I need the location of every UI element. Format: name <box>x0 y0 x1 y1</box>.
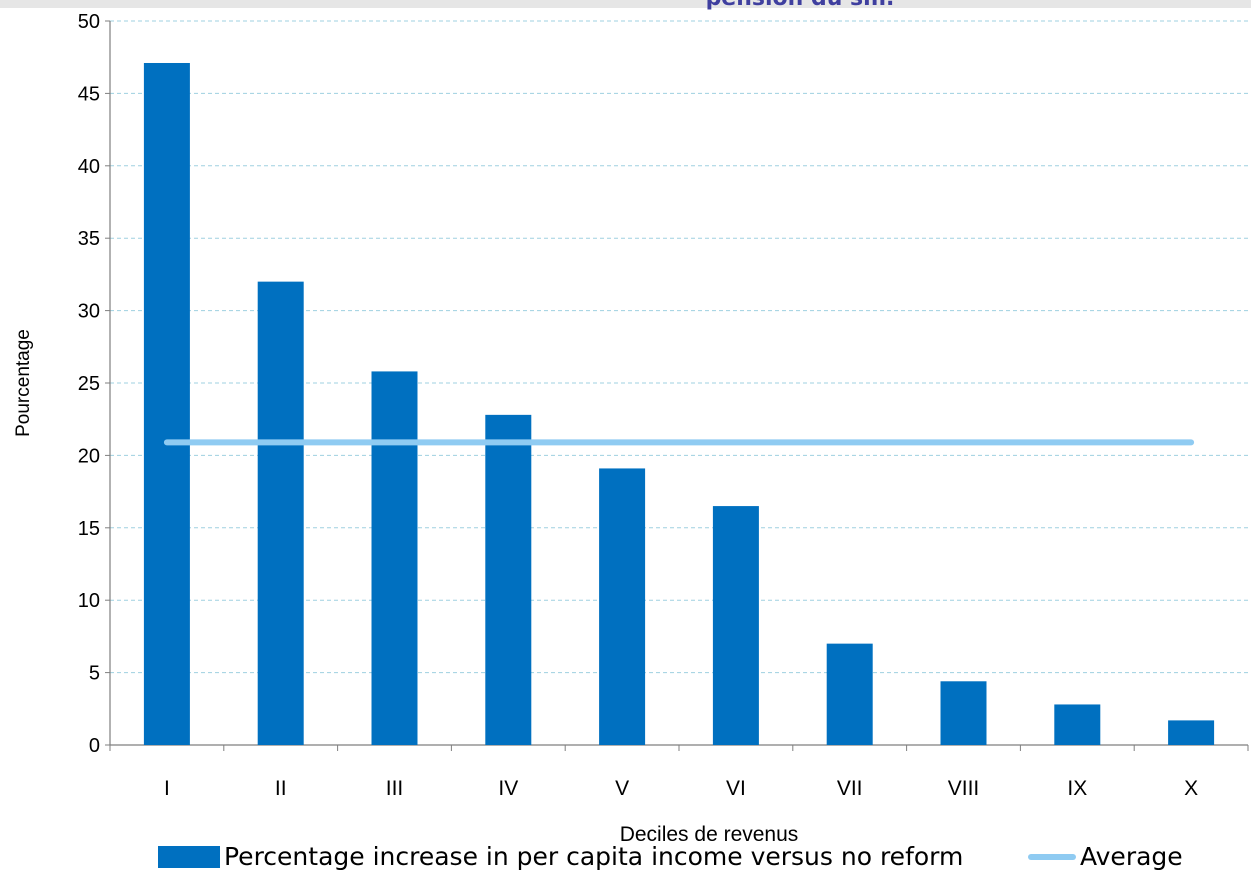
y-tick-label: 40 <box>78 156 100 178</box>
legend-item-bar: Percentage increase in per capita income… <box>158 842 963 871</box>
bar <box>599 468 646 745</box>
x-tick-label: VI <box>726 777 746 800</box>
x-tick-label: X <box>1184 777 1198 800</box>
legend: Percentage increase in per capita income… <box>0 842 1251 882</box>
y-tick-label: 50 <box>78 11 100 33</box>
x-tick-label: IV <box>498 777 518 800</box>
bar <box>485 414 532 745</box>
x-tick-label: V <box>615 777 629 800</box>
legend-swatch-average <box>1028 853 1076 860</box>
x-tick-label: I <box>164 777 170 800</box>
y-axis-title: Pourcentage <box>13 329 34 437</box>
legend-swatch-bar <box>158 845 220 868</box>
legend-label-average: Average <box>1080 842 1183 871</box>
bar <box>940 681 987 745</box>
y-tick-label: 0 <box>89 735 100 757</box>
chart-title: pension du sm. <box>600 0 1000 11</box>
x-tick-label: IX <box>1067 777 1087 800</box>
y-tick-label: 30 <box>78 301 100 323</box>
x-axis-title: Deciles de revenus <box>619 823 799 846</box>
x-tick-label: III <box>386 777 404 800</box>
top-bar <box>0 0 1251 8</box>
bar <box>371 371 418 745</box>
legend-item-average: Average <box>1028 842 1183 871</box>
y-tick-label: 10 <box>78 590 100 612</box>
x-tick-label: II <box>275 777 287 800</box>
bar <box>712 506 759 745</box>
legend-label-bar: Percentage increase in per capita income… <box>224 842 964 871</box>
y-tick-label: 5 <box>89 663 100 685</box>
x-tick-label: VIII <box>948 777 980 800</box>
bar <box>1168 720 1215 745</box>
bar <box>826 643 873 745</box>
x-tick-label: VII <box>837 777 863 800</box>
y-tick-label: 45 <box>78 83 100 105</box>
bar <box>257 281 304 745</box>
bar <box>1054 704 1101 745</box>
bar <box>143 62 190 745</box>
y-tick-label: 25 <box>78 373 100 395</box>
y-tick-label: 35 <box>78 228 100 250</box>
y-tick-label: 20 <box>78 445 100 467</box>
y-tick-label: 15 <box>78 518 100 540</box>
